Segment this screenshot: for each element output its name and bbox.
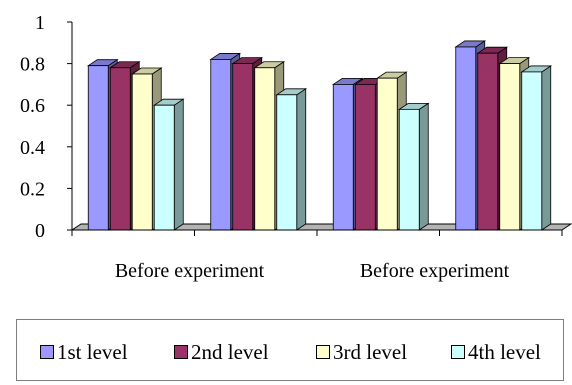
legend-item-4th-level: 4th level	[451, 340, 541, 364]
bar-front	[354, 84, 376, 231]
bar-front	[398, 108, 420, 231]
plot-area	[70, 40, 572, 231]
bar-front	[87, 65, 109, 231]
legend-swatch-1st-level	[40, 345, 54, 359]
legend-label-2nd-level: 2nd level	[191, 339, 269, 364]
y-tick-label: 0.6	[20, 95, 45, 117]
legend-item-1st-level: 1st level	[40, 340, 128, 364]
bar-front	[153, 104, 175, 231]
bar-4th-level-cat-1	[152, 98, 185, 231]
legend-label-1st-level: 1st level	[57, 339, 128, 364]
bar-front	[276, 94, 298, 231]
bar-chart: 00.20.40.60.81 Before experiment Before e…	[20, 12, 572, 282]
legend: 1st level 2nd level 3rd level 4th level	[16, 319, 564, 381]
bar-front	[109, 67, 131, 231]
bar-4th-level-cat-2	[275, 88, 308, 231]
y-axis: 0 0.2 0.4 0.6 0.8 1	[20, 12, 73, 242]
legend-item-2nd-level: 2nd level	[174, 340, 269, 364]
bar-front	[521, 71, 543, 231]
y-tick-label: 0.2	[20, 178, 45, 200]
bar-side	[296, 88, 307, 231]
bar-front	[232, 63, 254, 231]
bar-front	[210, 59, 232, 231]
y-tick-label: 0	[35, 220, 45, 242]
bar-4th-level-cat-4	[520, 65, 553, 231]
bar-side	[418, 102, 429, 231]
x-category-label: Before experiment	[360, 260, 510, 282]
y-tick-label: 1	[35, 12, 45, 34]
bar-side	[173, 98, 184, 231]
bar-front	[376, 77, 398, 231]
bar-4th-level-cat-3	[397, 102, 430, 231]
legend-item-3rd-level: 3rd level	[316, 340, 407, 364]
y-tick-label: 0.4	[20, 137, 45, 159]
bar-front	[254, 67, 276, 231]
legend-label-4th-level: 4th level	[468, 339, 541, 364]
y-tick-label: 0.8	[20, 54, 45, 76]
bar-front	[455, 46, 477, 231]
x-category-label: Before experiment	[115, 260, 265, 282]
bar-front	[131, 73, 153, 231]
bar-front	[477, 52, 499, 231]
legend-swatch-2nd-level	[174, 345, 188, 359]
legend-swatch-3rd-level	[316, 345, 330, 359]
bar-front	[332, 84, 354, 231]
bar-side	[541, 65, 552, 231]
legend-swatch-4th-level	[451, 345, 465, 359]
bar-front	[499, 63, 521, 231]
x-axis: Before experiment Before experiment	[71, 229, 563, 282]
legend-label-3rd-level: 3rd level	[333, 339, 408, 364]
